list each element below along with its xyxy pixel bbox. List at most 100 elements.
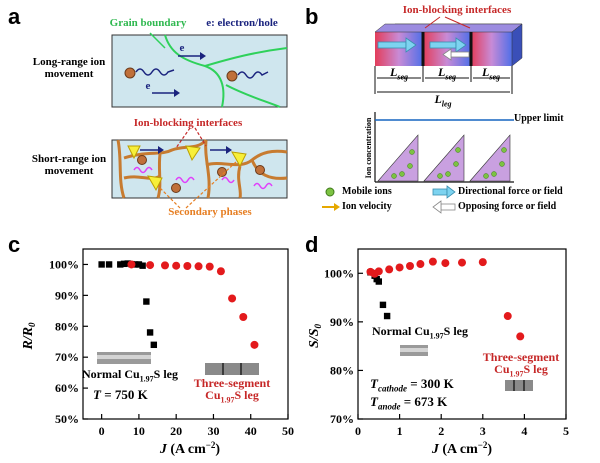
secondary-phase [147, 175, 163, 192]
chart-d-normal-point [375, 278, 382, 285]
chart-c-xtick-label: 20 [170, 424, 182, 438]
chart-c-normal-point [120, 260, 128, 268]
arrowhead [334, 203, 340, 211]
chart-c-normal-point [143, 298, 150, 305]
chart-c-three-seg-point [216, 267, 225, 276]
chart-d-three-seg-point [458, 258, 466, 267]
grain-boundary-line [225, 84, 281, 108]
chart-d-three-seg-point [428, 257, 437, 266]
chart-d-three-seg-point [395, 263, 404, 272]
chart-d-xlabel: J (A cm−2) [431, 440, 493, 457]
ion-path [221, 176, 235, 184]
chart-d-ytick-label: 90% [330, 315, 354, 329]
chart-d-xtick-label: 5 [563, 424, 569, 438]
chart-c-xlabel: J (A cm−2) [159, 440, 221, 457]
ion-particle [217, 167, 227, 177]
chart-c-frame [82, 248, 289, 420]
chart-c-xtick-label: 0 [99, 424, 105, 438]
secondary-phases-label: Secondary phases [168, 206, 252, 218]
l-leg-label: Lleg [434, 92, 452, 109]
ion-path [175, 176, 195, 184]
panel-a-letter: a [8, 4, 21, 29]
chart-d-three-seg-point [503, 312, 512, 321]
short-range-label: Short-range ion movement [31, 153, 107, 177]
chart-d-ytick-label: 70% [330, 412, 354, 426]
chart-c-ytick-label: 80% [55, 319, 79, 333]
chart-c-normal-point [98, 261, 105, 268]
normal-leg-photo-highlight [400, 348, 428, 352]
ion-blocking-label: Ion-blocking interfaces [133, 117, 243, 129]
chart-c-ytick-label: 60% [55, 381, 79, 395]
chart-c-three-seg-point [172, 261, 181, 270]
long-range-box [111, 34, 288, 108]
segment [423, 32, 471, 66]
chart-c-three-seg-point [127, 260, 136, 269]
three-seg-leg-photo [505, 380, 533, 391]
chart-d-three-seg-point [416, 260, 425, 269]
legend-ion-velocity: Ion velocity [342, 201, 392, 212]
chart-c-ylabel: R/R0 [21, 322, 37, 351]
chart-d-three-seg-point [374, 267, 383, 276]
chart-c-ytick-label: 90% [55, 288, 79, 302]
chart-d-ytick-label: 100% [324, 266, 354, 280]
chart-c-ytick-label: 100% [49, 257, 79, 271]
secondary-phase [127, 145, 141, 160]
arrowhead [405, 37, 417, 53]
chart-c-normal-point [150, 341, 158, 349]
chart-d-cathode-temp: Tcathode = 300 K [370, 376, 454, 394]
electron-hole-label: e: electron/hole [206, 17, 278, 29]
ion-particle [226, 70, 238, 82]
interface-pointer [424, 16, 471, 29]
chart-c-normal-label: Normal Cu1.97S leg [82, 367, 179, 384]
chart-c-three-seg-point [205, 262, 214, 271]
chart-c-normal-point [117, 261, 124, 268]
chart-c-ytick-label: 50% [55, 412, 79, 426]
secondary-phase [185, 145, 201, 162]
arrowhead [226, 146, 232, 154]
arrowhead [432, 200, 442, 214]
chart-d-three-seg-point [516, 332, 525, 341]
chart-c-xtick-label: 50 [282, 424, 294, 438]
segment [375, 32, 423, 66]
segment [471, 32, 512, 66]
legend-mobile-ions: Mobile ions [342, 186, 392, 197]
l-seg-label-3: Lseg [481, 65, 500, 82]
grain-boundary-label: Grain boundary [109, 17, 187, 29]
chart-c-ytick-label: 70% [55, 350, 79, 364]
panel-b-interfaces-label: Ion-blocking interfaces [402, 4, 512, 16]
chart-c-normal-point [146, 329, 154, 336]
chart-c-normal-point [139, 262, 146, 269]
chart-d-ylabel: S/S0 [307, 324, 323, 348]
chart-c-normal-point [135, 261, 143, 268]
chart-d-anode-temp: Tanode = 673 K [370, 394, 448, 412]
ion-particle [171, 183, 181, 193]
grain-network [116, 138, 288, 199]
dimension-lines [374, 66, 513, 94]
ion-path [237, 71, 269, 79]
ion-particle [137, 155, 147, 165]
mobile-ion-icon [325, 187, 335, 197]
chart-d-three-label: Three-segment Cu1.97S leg [482, 350, 560, 379]
panel-c-letter: c [8, 232, 21, 257]
l-seg-label-1: Lseg [389, 65, 408, 82]
ion-particle [255, 165, 265, 175]
chart-d-three-seg-point [478, 258, 487, 267]
chart-c-temperature: T = 750 K [93, 387, 148, 402]
arrowhead [442, 48, 452, 61]
arrowhead [174, 89, 180, 97]
leg-bar-side [511, 23, 523, 67]
ion-path [133, 166, 153, 174]
chart-c-normal-point [105, 261, 113, 268]
ion-path [253, 182, 273, 190]
chart-d-normal-point [379, 301, 387, 309]
chart-d-normal-point [383, 312, 391, 320]
chart-d-xtick-label: 4 [521, 424, 527, 438]
chart-c-xtick-label: 30 [207, 424, 219, 438]
legend-opposing-force: Opposing force or field [458, 201, 557, 212]
chart-c-three-seg-point [146, 261, 155, 270]
mobile-ion-dots [391, 147, 507, 179]
conc-triangle [377, 134, 419, 182]
